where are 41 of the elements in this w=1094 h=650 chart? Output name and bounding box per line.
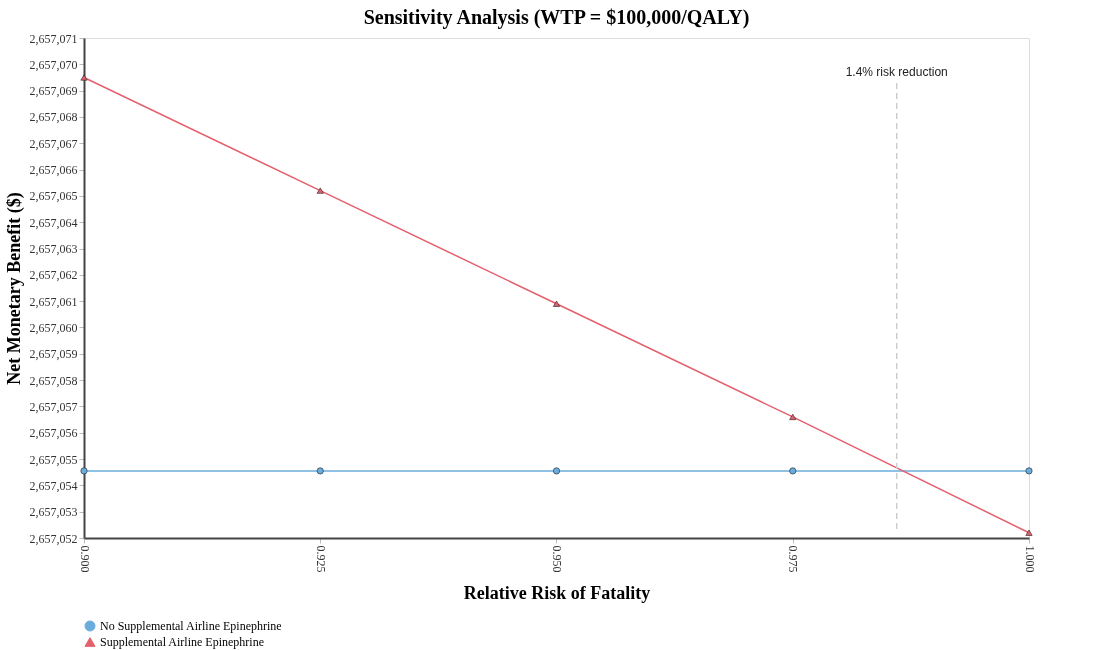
point xyxy=(1025,529,1033,536)
y-tick-label: 2,657,052 xyxy=(29,531,78,546)
y-tick-label: 2,657,057 xyxy=(29,399,78,414)
y-tick-label: 2,657,067 xyxy=(29,136,78,151)
y-tick-label: 2,657,063 xyxy=(29,242,78,257)
x-tick-label: 1.000 xyxy=(1022,545,1037,573)
legend-label: Supplemental Airline Epinephrine xyxy=(100,635,264,649)
y-axis-title: Net Monetary Benefit ($) xyxy=(3,192,25,385)
y-tick-label: 2,657,059 xyxy=(29,347,78,362)
point xyxy=(553,300,560,307)
y-tick-label: 2,657,061 xyxy=(29,294,78,309)
x-axis-title: Relative Risk of Fatality xyxy=(463,582,651,603)
x-tick-label: 0.925 xyxy=(313,545,328,573)
x-tick-label: 0.900 xyxy=(77,545,92,573)
y-tick-label: 2,657,062 xyxy=(29,268,78,283)
y-tick-label: 2,657,060 xyxy=(29,320,78,335)
y-tick-label: 2,657,064 xyxy=(29,215,78,230)
y-tick-label: 2,657,069 xyxy=(29,84,78,99)
point xyxy=(789,413,797,420)
point xyxy=(553,467,560,475)
y-tick-label: 2,657,056 xyxy=(29,426,78,441)
chart-title: Sensitivity Analysis (WTP = $100,000/QALY) xyxy=(363,6,750,29)
legend-label: No Supplemental Airline Epinephrine xyxy=(100,619,282,633)
y-tick-label: 2,657,055 xyxy=(29,452,78,467)
y-tick-label: 2,657,053 xyxy=(29,505,78,520)
point xyxy=(789,467,797,475)
y-tick-label: 2,657,070 xyxy=(29,57,78,72)
point xyxy=(80,74,88,81)
point xyxy=(316,187,324,194)
y-tick-label: 2,657,068 xyxy=(29,110,78,125)
y-tick-label: 2,657,058 xyxy=(29,373,78,388)
y-tick-label: 2,657,054 xyxy=(29,478,78,493)
y-tick-label: 2,657,066 xyxy=(29,163,78,178)
ref-line-label: 1.4% risk reduction xyxy=(845,65,948,79)
y-tick-label: 2,657,065 xyxy=(29,189,78,204)
point xyxy=(80,467,88,475)
point xyxy=(1025,467,1033,475)
point xyxy=(316,467,324,475)
x-tick-label: 0.950 xyxy=(550,545,564,573)
y-tick-label: 2,657,071 xyxy=(29,31,78,46)
x-tick-label: 0.975 xyxy=(786,545,801,573)
